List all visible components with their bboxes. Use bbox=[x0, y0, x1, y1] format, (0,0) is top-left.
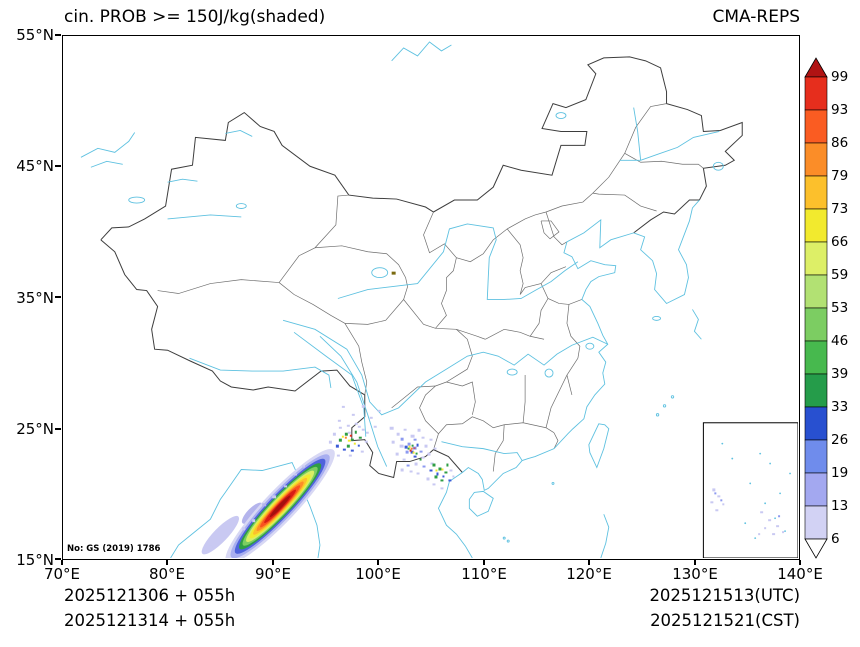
colorbar-label: 73 bbox=[831, 201, 849, 217]
colorbar-label: 93 bbox=[831, 102, 849, 118]
main-probability-band bbox=[225, 448, 335, 558]
x-tick-label: 70°E bbox=[43, 565, 81, 583]
y-tick-label: 25°N bbox=[16, 420, 54, 438]
speckle-cluster-tip bbox=[328, 422, 368, 457]
china-national-border bbox=[100, 56, 743, 479]
valid-time-cst: 2025121521(CST) bbox=[650, 611, 800, 630]
colorbar-label: 99 bbox=[831, 69, 849, 85]
x-tick bbox=[483, 560, 485, 565]
colorbar-label: 26 bbox=[831, 432, 849, 448]
x-tick-label: 110°E bbox=[461, 565, 507, 583]
colorbar-label: 53 bbox=[831, 300, 849, 316]
colorbar-label: 59 bbox=[831, 267, 849, 283]
colorbar-bottom-arrow bbox=[804, 538, 828, 559]
speckle-cluster-sw-china bbox=[389, 426, 437, 475]
y-tick-label: 55°N bbox=[16, 26, 54, 44]
colorbar-top-arrow bbox=[804, 57, 828, 78]
colorbar-label: 79 bbox=[831, 168, 849, 184]
colorbar-cell bbox=[804, 208, 828, 243]
y-tick bbox=[55, 165, 61, 167]
x-tick-label: 100°E bbox=[355, 565, 401, 583]
colorbar-label: 19 bbox=[831, 465, 849, 481]
colorbar-cell bbox=[804, 76, 828, 111]
x-tick-label: 90°E bbox=[254, 565, 292, 583]
colorbar-cell bbox=[804, 274, 828, 309]
map-note: No: GS (2019) 1786 bbox=[66, 544, 162, 554]
init-time-cst: 2025121314 + 055h bbox=[64, 611, 236, 630]
colorbar-label: 86 bbox=[831, 135, 849, 151]
colorbar-label: 33 bbox=[831, 399, 849, 415]
colorbar-label: 39 bbox=[831, 366, 849, 382]
colorbar-cell bbox=[804, 472, 828, 507]
speckle-cluster-south bbox=[426, 463, 455, 490]
colorbar-label: 13 bbox=[831, 498, 849, 514]
colorbar bbox=[804, 57, 828, 559]
colorbar-cell bbox=[804, 406, 828, 441]
y-tick-label: 45°N bbox=[16, 157, 54, 175]
colorbar-cell bbox=[804, 175, 828, 210]
model-label: CMA-REPS bbox=[712, 7, 800, 27]
colorbar-cell bbox=[804, 241, 828, 276]
y-tick-label: 15°N bbox=[16, 551, 54, 569]
init-time-utc: 2025121306 + 055h bbox=[64, 586, 236, 605]
y-tick-label: 35°N bbox=[16, 289, 54, 307]
colorbar-cell bbox=[804, 307, 828, 342]
coastlines-and-rivers bbox=[80, 41, 724, 558]
plot-title: cin. PROB >= 150J/kg(shaded) bbox=[64, 7, 326, 27]
y-tick bbox=[55, 558, 61, 560]
x-tick bbox=[272, 560, 274, 565]
x-tick bbox=[799, 560, 801, 565]
colorbar-label: 6 bbox=[831, 531, 840, 547]
x-tick bbox=[694, 560, 696, 565]
map-plot-area bbox=[62, 35, 800, 560]
y-tick bbox=[55, 428, 61, 430]
x-tick-label: 130°E bbox=[672, 565, 718, 583]
colorbar-cell bbox=[804, 373, 828, 408]
inset-island-dots bbox=[721, 442, 791, 540]
colorbar-cell bbox=[804, 439, 828, 474]
x-tick-label: 120°E bbox=[566, 565, 612, 583]
x-tick-label: 80°E bbox=[148, 565, 186, 583]
province-boundaries bbox=[157, 103, 704, 472]
valid-time-utc: 2025121513(UTC) bbox=[649, 586, 800, 605]
x-tick bbox=[166, 560, 168, 565]
x-tick bbox=[61, 560, 63, 565]
y-tick bbox=[55, 34, 61, 36]
colorbar-label: 46 bbox=[831, 333, 849, 349]
south-china-sea-inset bbox=[702, 422, 798, 558]
y-tick bbox=[55, 296, 61, 298]
x-tick bbox=[588, 560, 590, 565]
x-tick-label: 140°E bbox=[777, 565, 823, 583]
colorbar-label: 66 bbox=[831, 234, 849, 250]
x-tick bbox=[377, 560, 379, 565]
colorbar-cell bbox=[804, 109, 828, 144]
probability-shading bbox=[201, 271, 455, 558]
inset-probability-specks bbox=[710, 488, 785, 536]
colorbar-cell bbox=[804, 505, 828, 540]
colorbar-cell bbox=[804, 142, 828, 177]
colorbar-cell bbox=[804, 340, 828, 375]
speckle-sparse bbox=[208, 404, 381, 549]
map-canvas bbox=[80, 41, 798, 558]
